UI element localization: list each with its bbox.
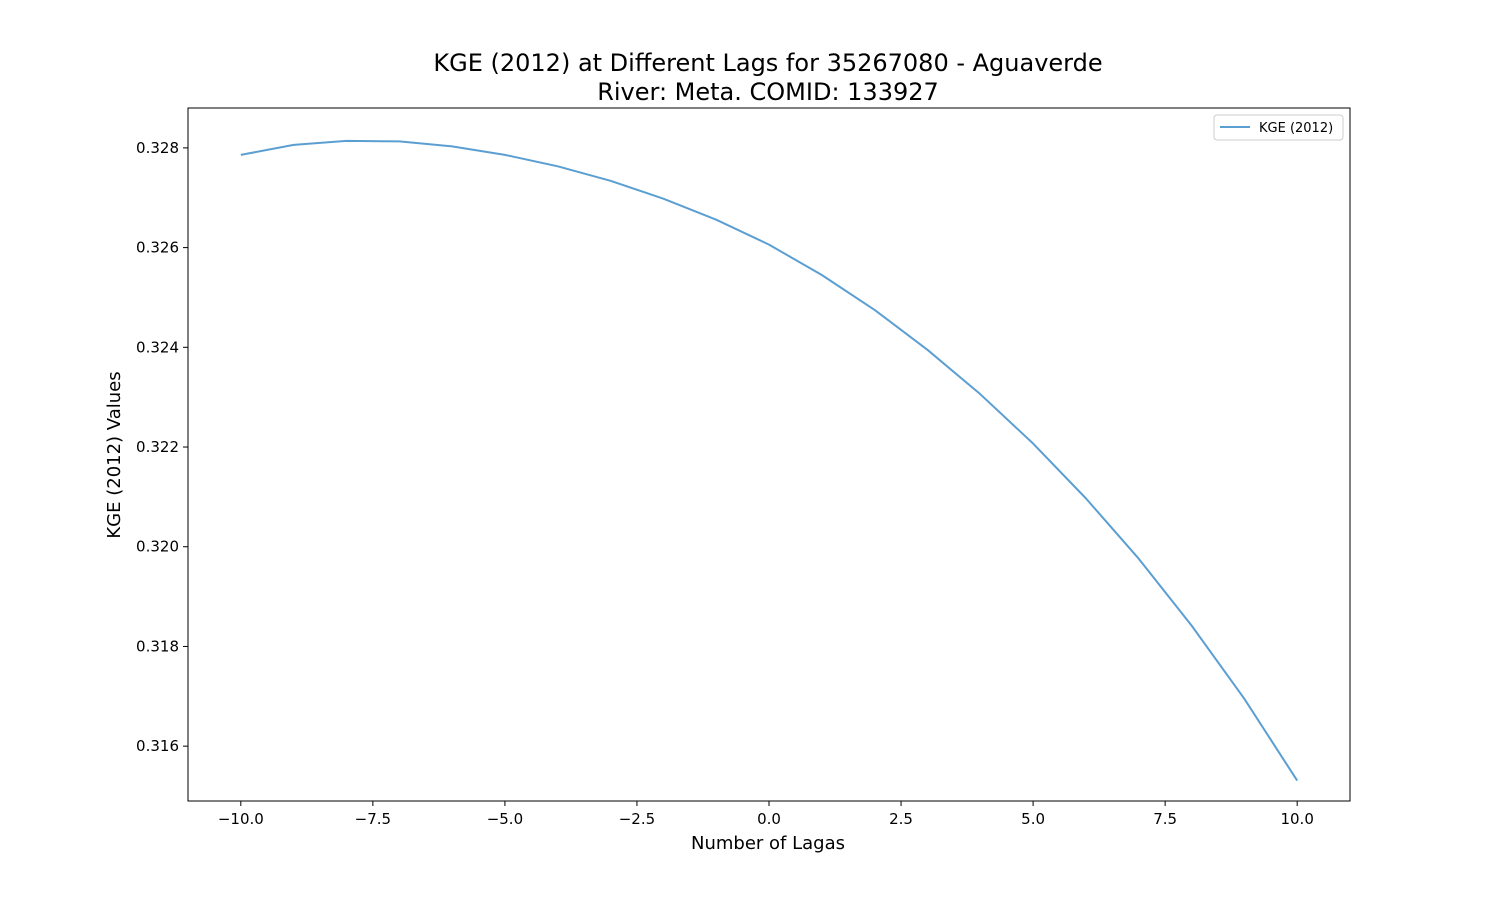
x-tick-label: 0.0 — [757, 810, 781, 828]
series-lines — [240, 139, 1299, 782]
x-tick-label: −5.0 — [487, 810, 523, 828]
x-tick-label: 7.5 — [1153, 810, 1177, 828]
axis-ticks: −10.0 −7.5 −5.0 −2.5 0.0 2.5 5.0 7.5 10.0 0.316 0.… — [136, 139, 1314, 828]
y-axis-label: KGE (2012) Values — [104, 371, 125, 538]
x-tick-label: −10.0 — [218, 810, 264, 828]
legend-label: KGE (2012) — [1259, 121, 1333, 136]
chart-title-line1: KGE (2012) at Different Lags for 3526708… — [433, 49, 1102, 77]
x-tick-label: 10.0 — [1280, 810, 1313, 828]
legend: KGE (2012) — [1213, 114, 1344, 141]
plot-frame — [187, 107, 1351, 802]
x-tick-label: 2.5 — [889, 810, 913, 828]
legend-box — [1213, 114, 1344, 141]
y-tick-label: 0.320 — [136, 538, 179, 556]
y-tick-label: 0.328 — [136, 139, 179, 157]
x-tick-label: −2.5 — [619, 810, 655, 828]
x-tick-label: 5.0 — [1021, 810, 1045, 828]
y-tick-label: 0.318 — [136, 637, 179, 655]
y-tick-label: 0.322 — [136, 438, 179, 456]
y-tick-label: 0.326 — [136, 239, 179, 257]
y-tick-label: 0.316 — [136, 737, 179, 755]
x-tick-label: −7.5 — [355, 810, 391, 828]
chart-title-line2: River: Meta. COMID: 133927 — [597, 78, 939, 106]
y-tick-label: 0.324 — [136, 338, 179, 356]
series-line — [240, 139, 1299, 782]
x-axis-label: Number of Lagas — [691, 833, 845, 854]
